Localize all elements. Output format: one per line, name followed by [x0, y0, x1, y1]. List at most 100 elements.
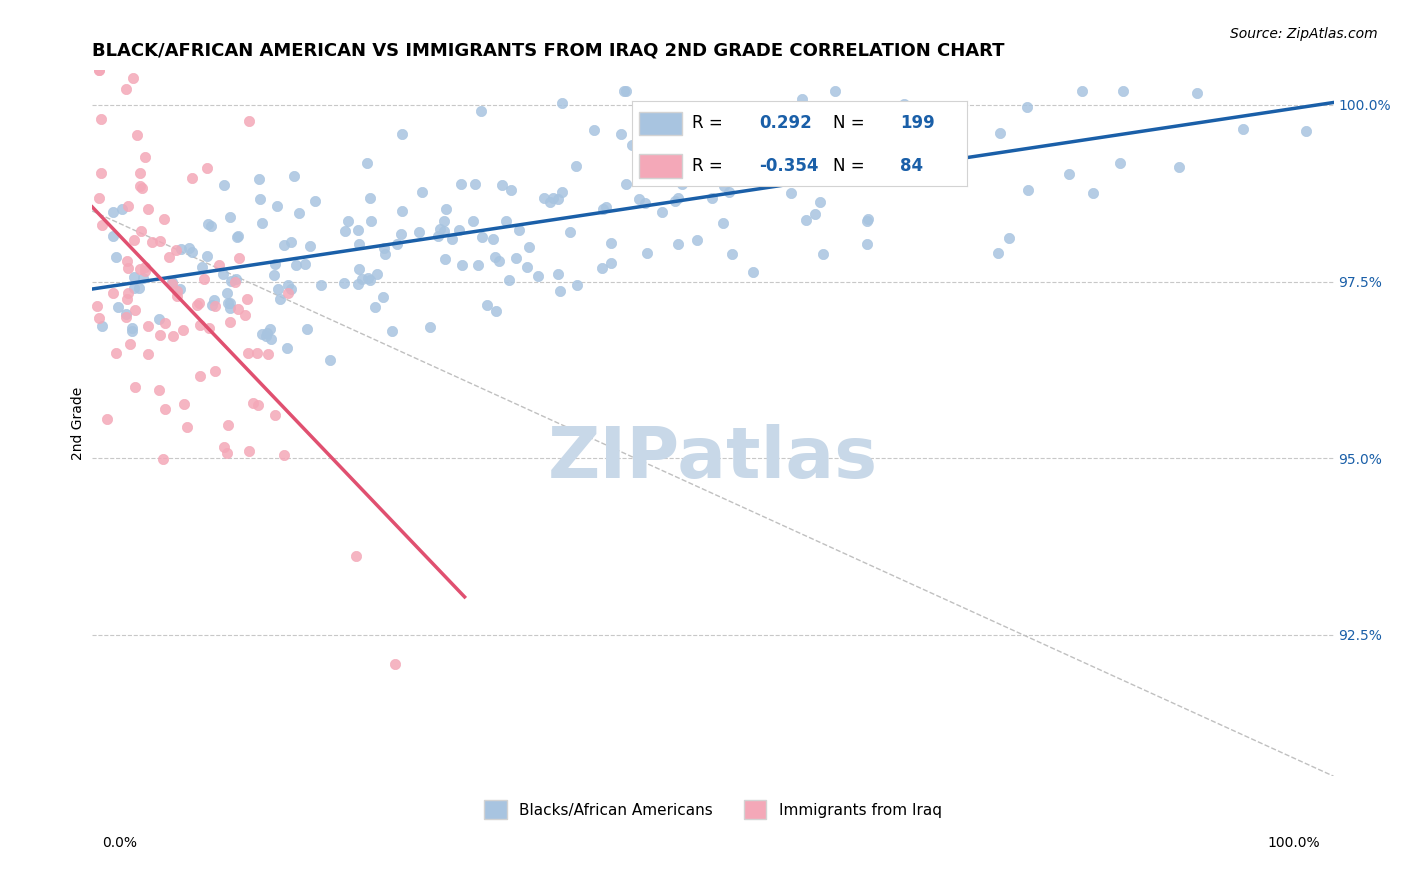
Point: [288, 206, 311, 220]
Point: [280, 282, 302, 296]
Point: [226, 230, 249, 244]
Point: [204, 364, 226, 378]
Point: [671, 177, 693, 191]
Point: [218, 210, 240, 224]
Point: [217, 417, 239, 432]
Point: [191, 260, 214, 274]
Point: [200, 219, 222, 233]
Point: [267, 282, 290, 296]
Point: [157, 250, 180, 264]
Point: [153, 316, 176, 330]
Point: [246, 346, 269, 360]
Point: [172, 323, 194, 337]
Point: [181, 171, 204, 186]
Point: [134, 260, 156, 275]
Point: [238, 444, 260, 458]
Point: [666, 191, 689, 205]
Point: [136, 202, 159, 216]
Point: [226, 228, 249, 243]
Point: [1059, 167, 1081, 181]
Point: [127, 128, 149, 143]
Point: [219, 274, 242, 288]
Point: [434, 202, 457, 216]
Point: [138, 318, 160, 333]
Point: [717, 186, 740, 200]
Point: [117, 198, 139, 212]
Text: Source: ZipAtlas.com: Source: ZipAtlas.com: [1230, 27, 1378, 41]
Point: [813, 247, 835, 261]
Point: [111, 202, 134, 216]
Point: [273, 448, 295, 462]
Point: [565, 159, 588, 173]
Point: [201, 298, 224, 312]
Point: [107, 300, 129, 314]
Point: [662, 167, 685, 181]
Point: [508, 223, 530, 237]
Point: [188, 318, 211, 333]
Point: [91, 319, 114, 334]
Point: [387, 236, 409, 251]
Point: [238, 114, 260, 128]
Point: [657, 169, 679, 183]
Point: [1015, 100, 1038, 114]
Point: [233, 309, 256, 323]
Point: [335, 224, 357, 238]
Point: [616, 177, 638, 191]
Point: [391, 127, 413, 141]
Point: [411, 186, 433, 200]
Point: [259, 322, 281, 336]
Point: [226, 302, 249, 317]
Point: [451, 258, 474, 272]
Point: [426, 229, 449, 244]
Point: [803, 207, 825, 221]
Point: [277, 278, 299, 293]
Point: [148, 234, 170, 248]
Point: [148, 383, 170, 397]
Point: [346, 277, 368, 292]
Point: [713, 179, 735, 194]
Point: [211, 267, 233, 281]
Point: [228, 251, 250, 265]
Point: [202, 293, 225, 307]
Point: [247, 398, 270, 412]
Point: [364, 300, 387, 314]
Point: [89, 62, 111, 77]
Point: [517, 240, 540, 254]
Point: [280, 235, 302, 249]
Point: [613, 84, 636, 98]
Point: [391, 203, 413, 218]
Point: [187, 296, 209, 310]
Point: [344, 549, 367, 563]
Point: [592, 202, 614, 217]
Point: [298, 239, 321, 253]
Point: [273, 238, 295, 252]
Point: [657, 152, 679, 166]
Point: [115, 82, 138, 96]
Point: [197, 320, 219, 334]
Point: [284, 258, 307, 272]
Point: [242, 396, 264, 410]
Point: [1185, 87, 1208, 101]
Point: [433, 214, 456, 228]
Point: [1232, 122, 1254, 136]
Point: [533, 191, 555, 205]
Point: [614, 84, 637, 98]
Point: [987, 246, 1010, 260]
Point: [148, 312, 170, 326]
Point: [101, 286, 124, 301]
Point: [541, 191, 564, 205]
Point: [824, 84, 846, 98]
Point: [169, 242, 191, 256]
Point: [217, 446, 239, 460]
Point: [1109, 156, 1132, 170]
Point: [485, 304, 508, 318]
Point: [668, 117, 690, 131]
Point: [208, 258, 231, 272]
Point: [381, 324, 404, 338]
Point: [620, 137, 643, 152]
Point: [683, 146, 706, 161]
Point: [254, 329, 277, 343]
Point: [166, 288, 188, 302]
Point: [165, 243, 187, 257]
Point: [149, 328, 172, 343]
